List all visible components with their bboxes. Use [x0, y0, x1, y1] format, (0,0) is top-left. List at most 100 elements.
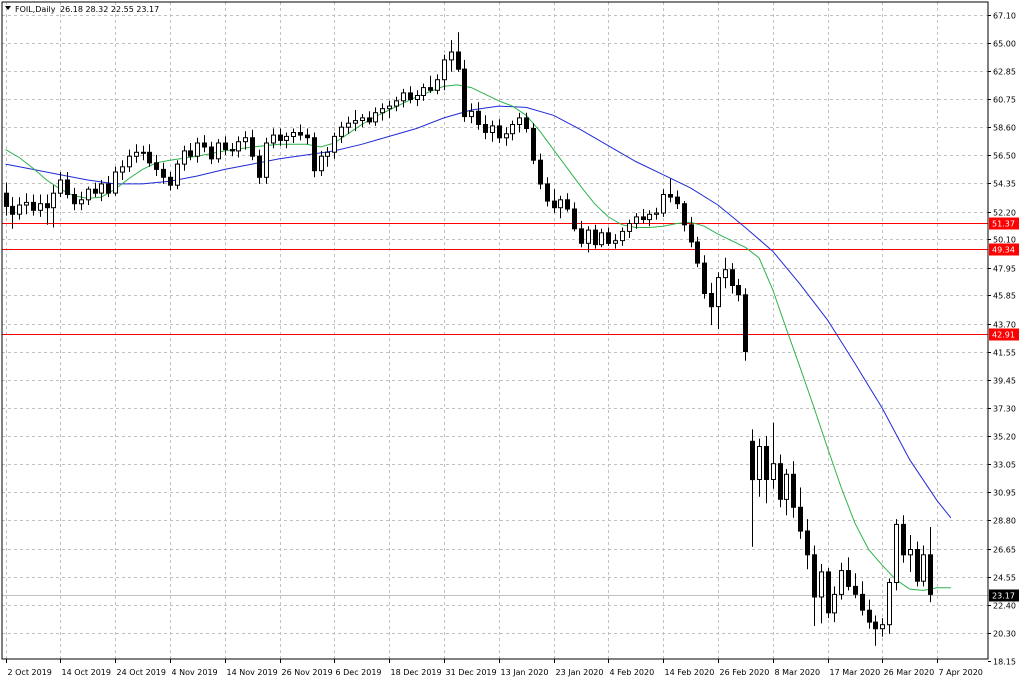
candle[interactable] — [312, 132, 317, 178]
candle[interactable] — [510, 120, 515, 141]
candle[interactable] — [31, 194, 36, 216]
candle[interactable] — [469, 103, 474, 124]
candle[interactable] — [346, 116, 351, 134]
candle[interactable] — [928, 527, 933, 603]
candle[interactable] — [682, 201, 687, 232]
candle[interactable] — [524, 112, 529, 133]
candle[interactable] — [387, 100, 392, 118]
candle[interactable] — [360, 114, 365, 128]
candle[interactable] — [750, 429, 755, 547]
candle[interactable] — [743, 288, 748, 361]
candle[interactable] — [319, 150, 324, 176]
candle[interactable] — [497, 119, 502, 143]
candle[interactable] — [819, 564, 824, 624]
candle[interactable] — [634, 213, 639, 229]
candle[interactable] — [730, 263, 735, 294]
candle[interactable] — [17, 197, 22, 220]
candle[interactable] — [51, 185, 56, 228]
candle[interactable] — [161, 162, 166, 184]
candle[interactable] — [113, 166, 118, 196]
candle[interactable] — [442, 54, 447, 91]
candle[interactable] — [901, 515, 906, 563]
candle[interactable] — [504, 127, 509, 146]
candle[interactable] — [860, 581, 865, 616]
candle[interactable] — [784, 469, 789, 516]
candle[interactable] — [182, 145, 187, 171]
candle[interactable] — [120, 160, 125, 180]
candle[interactable] — [490, 120, 495, 142]
candle[interactable] — [65, 172, 70, 199]
candle[interactable] — [380, 103, 385, 121]
candle[interactable] — [168, 172, 173, 191]
candlestick-series[interactable] — [4, 32, 933, 646]
candle[interactable] — [709, 282, 714, 326]
candle[interactable] — [606, 227, 611, 246]
candle[interactable] — [832, 586, 837, 623]
candle[interactable] — [421, 83, 426, 101]
candle[interactable] — [127, 149, 132, 172]
candle[interactable] — [689, 216, 694, 248]
candle[interactable] — [736, 278, 741, 302]
candle[interactable] — [257, 149, 262, 184]
candle[interactable] — [408, 86, 413, 104]
candle[interactable] — [278, 128, 283, 146]
candle[interactable] — [565, 193, 570, 212]
candle[interactable] — [291, 128, 296, 144]
candle[interactable] — [462, 59, 467, 122]
candle[interactable] — [915, 541, 920, 587]
candle[interactable] — [654, 207, 659, 220]
time-axis[interactable]: 2 Oct 2019 14 Oct 2019 24 Oct 2019 4 Nov 20… — [6, 659, 983, 677]
candle[interactable] — [353, 110, 358, 132]
candle[interactable] — [106, 176, 111, 198]
candle[interactable] — [154, 154, 159, 176]
candle[interactable] — [894, 519, 899, 591]
candle[interactable] — [661, 189, 666, 217]
candle[interactable] — [325, 147, 330, 167]
candle[interactable] — [647, 210, 652, 227]
candle[interactable] — [887, 578, 892, 634]
candle[interactable] — [791, 461, 796, 518]
candle[interactable] — [223, 136, 228, 155]
candle[interactable] — [476, 102, 481, 130]
candle[interactable] — [716, 272, 721, 330]
candle[interactable] — [826, 568, 831, 619]
candle[interactable] — [298, 124, 303, 141]
candle[interactable] — [805, 519, 810, 570]
candle[interactable] — [538, 153, 543, 190]
candle[interactable] — [415, 90, 420, 107]
candle[interactable] — [24, 193, 29, 215]
candle[interactable] — [38, 194, 43, 217]
price-axis[interactable]: 67.10 65.00 62.85 60.75 58.60 56.50 54.35 52.20… — [988, 12, 1019, 667]
candle[interactable] — [798, 487, 803, 539]
triangle-down-icon[interactable] — [5, 6, 11, 10]
candle[interactable] — [45, 194, 50, 225]
candle[interactable] — [195, 137, 200, 163]
candle[interactable] — [202, 135, 207, 153]
candle[interactable] — [216, 139, 221, 163]
candle[interactable] — [250, 129, 255, 161]
candle[interactable] — [141, 145, 146, 161]
candle[interactable] — [188, 143, 193, 161]
candle[interactable] — [873, 615, 878, 646]
candle[interactable] — [853, 573, 858, 599]
candle[interactable] — [339, 121, 344, 143]
candle[interactable] — [572, 202, 577, 232]
candle[interactable] — [305, 128, 310, 145]
candle[interactable] — [757, 438, 762, 497]
candle[interactable] — [435, 74, 440, 95]
candle[interactable] — [702, 255, 707, 299]
candle[interactable] — [456, 32, 461, 72]
candle[interactable] — [86, 186, 91, 205]
candle[interactable] — [613, 234, 618, 249]
candle[interactable] — [209, 141, 214, 165]
candle[interactable] — [79, 191, 84, 211]
candle[interactable] — [593, 224, 598, 249]
candle[interactable] — [921, 545, 926, 587]
candle[interactable] — [99, 180, 104, 202]
candle[interactable] — [58, 172, 63, 198]
candle[interactable] — [134, 144, 139, 163]
candle[interactable] — [483, 115, 488, 140]
candle[interactable] — [367, 111, 372, 125]
candle[interactable] — [627, 219, 632, 238]
